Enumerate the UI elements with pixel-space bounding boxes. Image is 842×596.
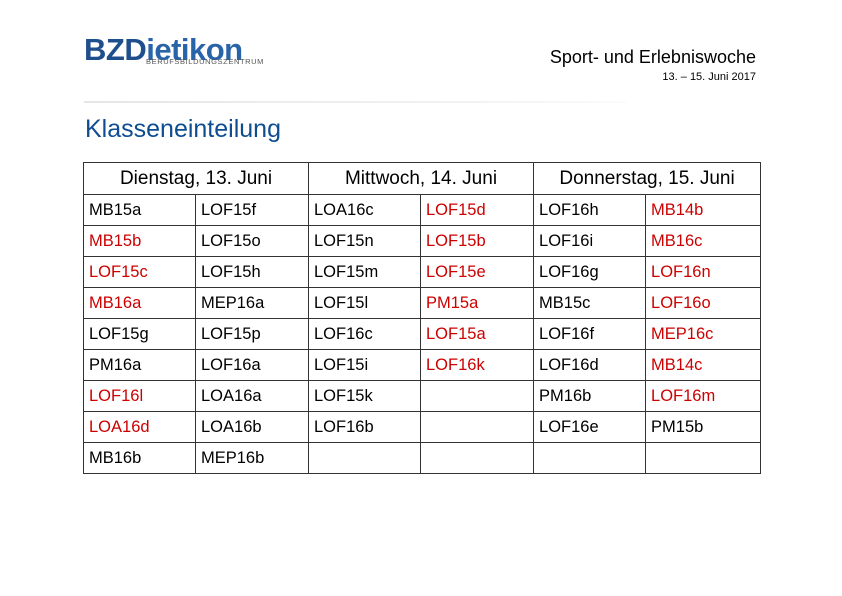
class-cell: MB16b: [83, 442, 196, 474]
class-cell: LOF16m: [645, 380, 762, 412]
class-cell: LOF15e: [419, 256, 535, 288]
class-cell: MB15b: [83, 225, 196, 257]
table-row: MB15a LOF15f LOA16c LOF15d LOF16h MB14b: [83, 194, 762, 226]
class-cell: LOF15f: [195, 194, 309, 226]
class-cell: [419, 411, 535, 443]
logo-subtitle: BERUFSBILDUNGSZENTRUM: [146, 57, 265, 66]
class-cell: LOF16g: [533, 256, 647, 288]
table-row: LOA16d LOA16b LOF16b LOF16e PM15b: [83, 411, 762, 443]
class-cell: LOF16e: [533, 411, 647, 443]
class-cell: LOF16k: [419, 349, 535, 381]
class-cell: [419, 442, 535, 474]
class-cell: LOF15g: [83, 318, 196, 350]
class-cell: LOF16c: [308, 318, 421, 350]
class-cell: LOF16o: [645, 287, 762, 319]
table-row: MB16a MEP16a LOF15l PM15a MB15c LOF16o: [83, 287, 762, 319]
class-cell: MEP16a: [195, 287, 309, 319]
class-cell: MEP16b: [195, 442, 309, 474]
class-cell: MEP16c: [645, 318, 762, 350]
event-date: 13. – 15. Juni 2017: [662, 71, 756, 83]
day-header-thursday: Donnerstag, 15. Juni: [533, 162, 762, 195]
table-row: MB16b MEP16b: [83, 442, 762, 474]
class-cell: LOF16f: [533, 318, 647, 350]
logo-wordmark: BZDietikon: [84, 34, 243, 60]
class-cell: LOF15o: [195, 225, 309, 257]
class-schedule-table: Dienstag, 13. Juni Mittwoch, 14. Juni Do…: [83, 162, 762, 474]
class-cell: MB14b: [645, 194, 762, 226]
class-cell: [308, 442, 421, 474]
class-cell: LOA16c: [308, 194, 421, 226]
class-cell: LOF16n: [645, 256, 762, 288]
day-header-tuesday: Dienstag, 13. Juni: [83, 162, 309, 195]
day-header-wednesday: Mittwoch, 14. Juni: [307, 162, 535, 195]
class-cell: PM15a: [419, 287, 535, 319]
class-cell: LOF15m: [308, 256, 421, 288]
class-cell: PM16b: [533, 380, 647, 412]
class-cell: LOF15c: [83, 256, 196, 288]
class-cell: [419, 380, 535, 412]
class-cell: LOF15l: [308, 287, 421, 319]
schedule-body: MB15a LOF15f LOA16c LOF15d LOF16h MB14b MB15b L…: [83, 194, 762, 474]
class-cell: LOF15i: [308, 349, 421, 381]
class-cell: LOF15d: [419, 194, 535, 226]
class-cell: LOF16l: [83, 380, 196, 412]
class-cell: LOF15n: [308, 225, 421, 257]
class-cell: LOF15k: [308, 380, 421, 412]
table-row: LOF15g LOF15p LOF16c LOF15a LOF16f MEP16c: [83, 318, 762, 350]
class-cell: [645, 442, 762, 474]
table-row: LOF16l LOA16a LOF15k PM16b LOF16m: [83, 380, 762, 412]
class-cell: MB14c: [645, 349, 762, 381]
class-cell: LOA16a: [195, 380, 309, 412]
logo-brand-a: BZD: [84, 34, 147, 60]
class-cell: LOF15p: [195, 318, 309, 350]
logo-brand-b: ietikon: [146, 34, 243, 60]
day-header-row: Dienstag, 13. Juni Mittwoch, 14. Juni Do…: [83, 162, 762, 195]
class-cell: LOF16i: [533, 225, 647, 257]
class-cell: LOF15a: [419, 318, 535, 350]
page-title: Klasseneinteilung: [85, 115, 281, 143]
class-cell: LOF15b: [419, 225, 535, 257]
class-cell: LOF16h: [533, 194, 647, 226]
event-title: Sport- und Erlebniswoche: [549, 47, 756, 67]
class-cell: MB16a: [83, 287, 196, 319]
class-cell: LOA16b: [195, 411, 309, 443]
bzd-logo: BZDietikon BERUFSBILDUNGSZENTRUM: [84, 34, 263, 66]
class-cell: MB15a: [83, 194, 196, 226]
header-divider: [84, 101, 626, 103]
class-cell: LOF15h: [195, 256, 309, 288]
table-row: MB15b LOF15o LOF15n LOF15b LOF16i MB16c: [83, 225, 762, 257]
class-cell: MB15c: [533, 287, 647, 319]
class-cell: LOF16b: [308, 411, 421, 443]
table-row: LOF15c LOF15h LOF15m LOF15e LOF16g LOF16n: [83, 256, 762, 288]
class-cell: [533, 442, 647, 474]
class-cell: PM16a: [83, 349, 196, 381]
class-cell: LOF16d: [533, 349, 647, 381]
class-cell: PM15b: [645, 411, 762, 443]
table-row: PM16a LOF16a LOF15i LOF16k LOF16d MB14c: [83, 349, 762, 381]
class-cell: MB16c: [645, 225, 762, 257]
class-cell: LOF16a: [195, 349, 309, 381]
class-cell: LOA16d: [83, 411, 196, 443]
